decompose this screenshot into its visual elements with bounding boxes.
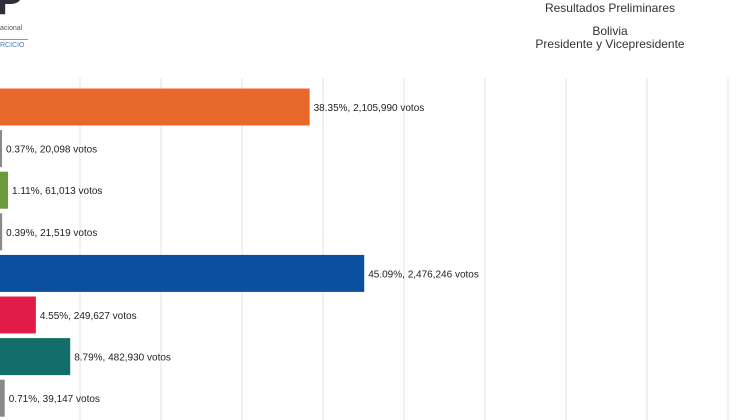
bar: [0, 130, 2, 168]
bar: [0, 88, 310, 126]
bar: [0, 379, 5, 417]
chart-office: Presidente y Vicepresidente: [535, 37, 685, 51]
logo: P acional RCICIO: [0, 0, 60, 56]
bar-data-label: 38.35%, 2,105,990 votos: [314, 103, 425, 114]
bar: [0, 171, 8, 209]
bar-data-label: 0.71%, 39,147 votos: [9, 394, 100, 405]
bar: [0, 338, 71, 376]
bar-data-label: 0.39%, 21,519 votos: [6, 228, 97, 239]
bar-data-label: 8.79%, 482,930 votos: [74, 353, 171, 364]
bar: [0, 213, 3, 251]
bar-data-label: 0.37%, 20,098 votos: [6, 145, 97, 156]
chart-country: Bolivia: [592, 24, 628, 38]
logo-text-line1: acional: [0, 25, 23, 32]
bar: [0, 254, 365, 292]
logo-divider: [0, 39, 28, 40]
bar-data-label: 1.11%, 61,013 votos: [12, 186, 102, 197]
chart-title: Resultados Preliminares: [544, 1, 676, 15]
logo-text-line2: RCICIO: [0, 42, 25, 49]
bar: [0, 296, 36, 334]
bar-data-label: 4.55%, 249,627 votos: [40, 311, 137, 322]
logo-letter: P: [0, 0, 24, 24]
bar-data-label: 45.09%, 2,476,246 votos: [368, 269, 479, 280]
